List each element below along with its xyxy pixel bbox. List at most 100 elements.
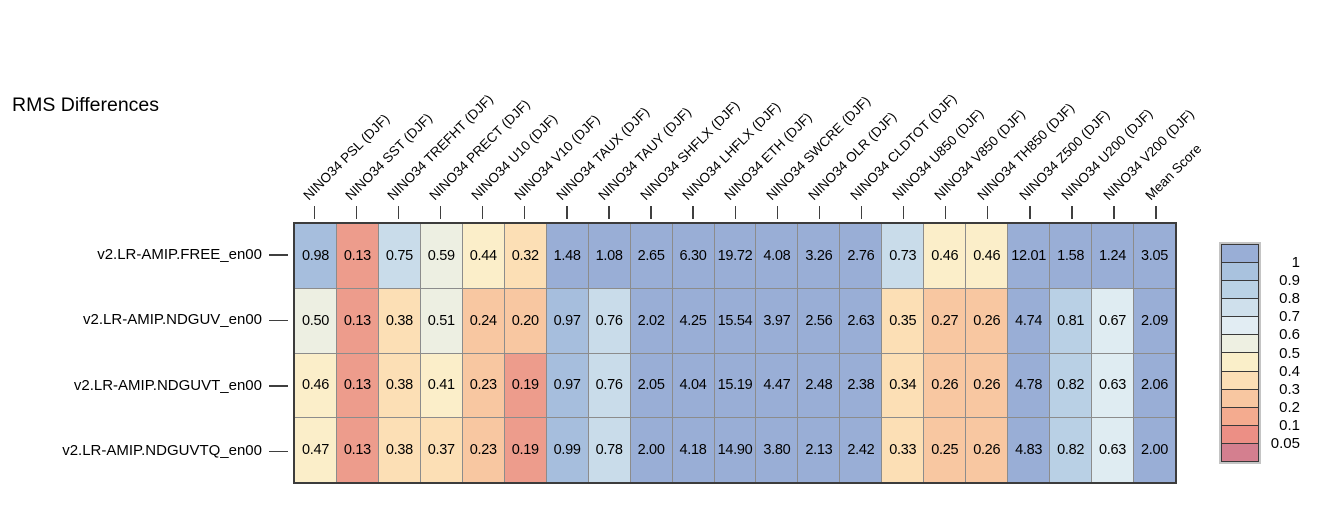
heatmap-cell: 0.73: [882, 224, 924, 288]
heatmap-cell: 4.83: [1008, 418, 1050, 482]
heatmap-cell: 15.19: [714, 353, 756, 418]
heatmap-cell: 0.27: [924, 288, 966, 353]
heatmap-cell: 0.26: [966, 353, 1008, 418]
heatmap-cell: 0.13: [336, 288, 378, 353]
row-tick: [269, 254, 288, 256]
heatmap-cell: 19.72: [714, 224, 756, 288]
column-tick: [313, 206, 315, 219]
colorbar-tick-label: 0.2: [1279, 399, 1300, 416]
heatmap-cell: 2.42: [840, 418, 882, 482]
column-tick: [481, 206, 484, 219]
heatmap-cell: 0.34: [882, 353, 924, 418]
row-label: v2.LR-AMIP.NDGUVTQ_en00: [62, 442, 262, 460]
column-tick: [860, 206, 863, 219]
colorbar-tick-label: 0.4: [1279, 362, 1300, 380]
heatmap-cell: 2.56: [798, 288, 840, 353]
colorbar-segment: [1222, 424, 1258, 443]
row-tick: [269, 319, 288, 322]
heatmap-cell: 3.80: [756, 418, 798, 482]
heatmap-cell: 2.76: [840, 224, 882, 288]
heatmap-cell: 0.81: [1050, 288, 1092, 353]
heatmap-cell: 0.26: [966, 418, 1008, 482]
heatmap-cell: 2.48: [798, 353, 840, 418]
heatmap-cell: 0.26: [966, 288, 1008, 353]
column-tick: [902, 206, 905, 219]
heatmap-cell: 3.97: [756, 288, 798, 353]
heatmap-cell: 3.05: [1134, 224, 1175, 288]
colorbar-segment: [1222, 388, 1258, 407]
heatmap-cell: 0.44: [462, 224, 504, 288]
colorbar-tick-label: 0.8: [1279, 290, 1300, 307]
chart-title: RMS Differences: [12, 94, 160, 116]
column-tick: [566, 206, 568, 219]
column-tick: [439, 206, 442, 219]
colorbar-tick-label: 0.3: [1279, 380, 1300, 398]
row-tick: [269, 450, 288, 453]
heatmap-cell: 0.76: [588, 353, 630, 418]
heatmap-cell: 0.32: [504, 224, 546, 288]
row-label: v2.LR-AMIP.FREE_en00: [97, 245, 262, 263]
colorbar-segment: [1222, 334, 1258, 353]
heatmap-cell: 4.74: [1008, 288, 1050, 353]
heatmap-cell: 0.59: [420, 224, 462, 288]
heatmap-cell: 2.63: [840, 288, 882, 353]
heatmap-cell: 12.01: [1008, 224, 1050, 288]
heatmap-cell: 0.76: [588, 288, 630, 353]
heatmap-cell: 0.97: [546, 353, 588, 418]
colorbar-segment: [1222, 316, 1258, 335]
column-tick: [987, 206, 989, 219]
colorbar-tick-label: 0.7: [1279, 308, 1300, 326]
heatmap-cell: 0.23: [462, 353, 504, 418]
column-tick: [1029, 206, 1031, 219]
heatmap-cell: 4.25: [672, 288, 714, 353]
column-tick: [818, 206, 821, 219]
heatmap-cell: 0.35: [882, 288, 924, 353]
heatmap-cell: 0.33: [882, 418, 924, 482]
heatmap-cell: 0.13: [336, 224, 378, 288]
heatmap-cell: 0.38: [378, 353, 420, 418]
heatmap-cell: 2.09: [1134, 288, 1175, 353]
heatmap-cell: 2.00: [630, 418, 672, 482]
heatmap-cell: 0.25: [924, 418, 966, 482]
colorbar-tick-label: 0.9: [1279, 271, 1300, 289]
heatmap-cell: 2.38: [840, 353, 882, 418]
column-tick: [1155, 206, 1157, 219]
heatmap-cell: 2.13: [798, 418, 840, 482]
heatmap-cell: 0.75: [378, 224, 420, 288]
heatmap-cell: 0.41: [420, 353, 462, 418]
colorbar-segment: [1222, 280, 1258, 299]
column-tick: [734, 206, 736, 219]
column-tick: [1113, 206, 1115, 219]
heatmap-cell: 0.37: [420, 418, 462, 482]
column-tick: [524, 206, 526, 219]
heatmap-cell: 2.05: [630, 353, 672, 418]
heatmap-cell: 0.63: [1092, 418, 1134, 482]
heatmap-cell: 0.26: [924, 353, 966, 418]
row-label: v2.LR-AMIP.NDGUV_en00: [83, 311, 262, 329]
column-tick: [608, 206, 610, 219]
heatmap-cell: 4.18: [672, 418, 714, 482]
colorbar-tick-label: 0.05: [1270, 435, 1300, 453]
heatmap-cell: 15.54: [714, 288, 756, 353]
colorbar-segment: [1222, 442, 1258, 461]
column-tick: [944, 206, 947, 219]
colorbar-segment: [1222, 406, 1258, 425]
heatmap-cell: 2.65: [630, 224, 672, 288]
column-tick: [355, 206, 358, 219]
heatmap-cell: 4.47: [756, 353, 798, 418]
heatmap-cell: 2.02: [630, 288, 672, 353]
colorbar-segment: [1222, 262, 1258, 281]
heatmap-cell: 0.24: [462, 288, 504, 353]
heatmap-cell: 0.46: [295, 353, 336, 418]
colorbar-tick-label: 0.6: [1279, 326, 1300, 344]
heatmap-cell: 0.13: [336, 353, 378, 418]
colorbar-segment: [1222, 298, 1258, 317]
heatmap-cell: 0.19: [504, 418, 546, 482]
colorbar-segment: [1222, 370, 1258, 389]
heatmap-cell: 0.67: [1092, 288, 1134, 353]
row-tick: [269, 385, 288, 387]
colorbar-tick-label: 1: [1291, 253, 1300, 271]
colorbar: [1219, 242, 1261, 464]
column-tick: [397, 206, 400, 219]
heatmap-cell: 0.46: [924, 224, 966, 288]
